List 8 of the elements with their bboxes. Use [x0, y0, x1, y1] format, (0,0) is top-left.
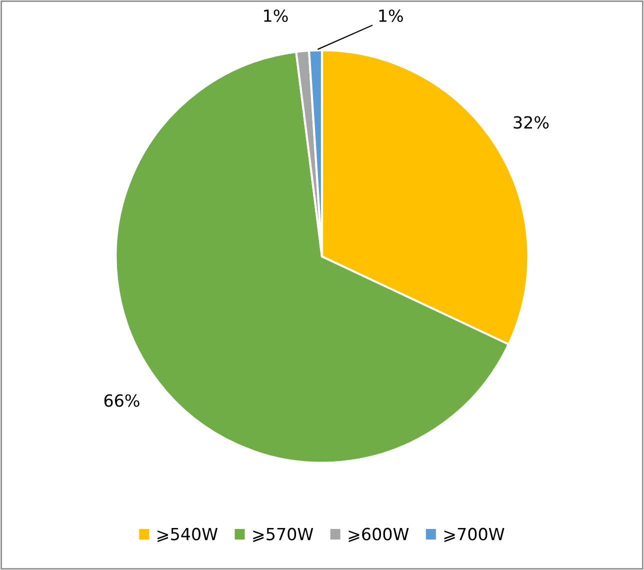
- data-label: 1%: [379, 9, 403, 22]
- legend-label: ⩾540W: [158, 528, 218, 542]
- legend-label: ⩾570W: [253, 528, 314, 542]
- data-label: 1%: [264, 9, 288, 22]
- legend-label: ⩾700W: [444, 528, 504, 542]
- data-label: 66%: [104, 394, 140, 407]
- data-label: 32%: [514, 116, 549, 129]
- legend-label: ⩾600W: [348, 528, 409, 542]
